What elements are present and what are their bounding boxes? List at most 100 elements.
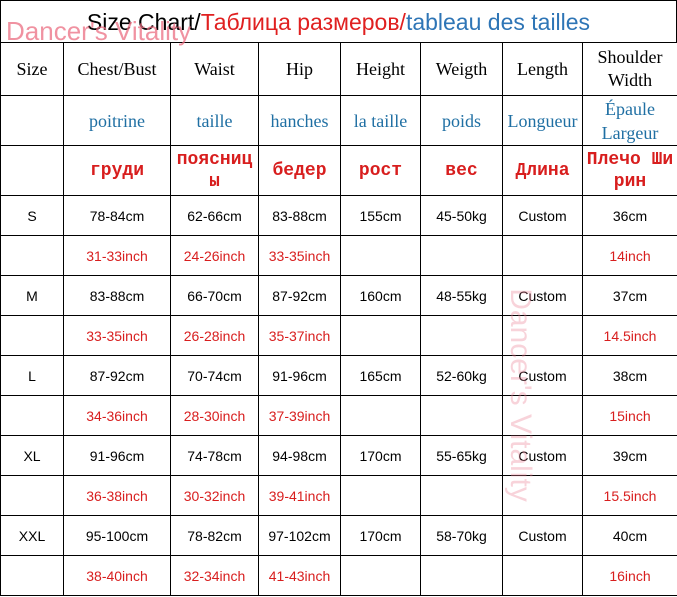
- cell: [340, 555, 421, 596]
- cell: Chest/Bust: [63, 42, 171, 96]
- cell: [420, 395, 503, 436]
- cell: 78-84cm: [63, 195, 171, 236]
- cell: 14inch: [582, 235, 677, 276]
- cell: Custom: [502, 275, 583, 316]
- cell: [0, 395, 64, 436]
- cell: poitrine: [63, 95, 171, 146]
- cell: [340, 395, 421, 436]
- header-row: poitrine taille hanches la taille poids Longu…: [0, 95, 677, 146]
- cell: [340, 315, 421, 356]
- cell: 28-30inch: [170, 395, 259, 436]
- cell: 15.5inch: [582, 475, 677, 516]
- cell: 52-60kg: [420, 355, 503, 396]
- cell: 87-92cm: [63, 355, 171, 396]
- title-russian: Таблица размеров/: [200, 9, 406, 35]
- cell: Longueur: [502, 95, 583, 146]
- cell: 48-55kg: [420, 275, 503, 316]
- cell: 33-35inch: [258, 235, 341, 276]
- cell: 83-88cm: [63, 275, 171, 316]
- cell: 36cm: [582, 195, 677, 236]
- cell: 160cm: [340, 275, 421, 316]
- cm-row: XXL 95-100cm 78-82cm 97-102cm 170cm 58-70kg Cu…: [0, 515, 677, 556]
- cell: 33-35inch: [63, 315, 171, 356]
- cell: 170cm: [340, 515, 421, 556]
- cell: Custom: [502, 435, 583, 476]
- cell: 32-34inch: [170, 555, 259, 596]
- cell: poids: [420, 95, 503, 146]
- cell: 155cm: [340, 195, 421, 236]
- cell: 24-26inch: [170, 235, 259, 276]
- cell: 39cm: [582, 435, 677, 476]
- cell: [420, 315, 503, 356]
- cell: Épaule Largeur: [582, 95, 677, 146]
- cell: 74-78cm: [170, 435, 259, 476]
- cell: [0, 475, 64, 516]
- cell: 70-74cm: [170, 355, 259, 396]
- cell: [420, 555, 503, 596]
- cell: XL: [0, 435, 64, 476]
- cell: Плечо Ширин: [582, 145, 677, 196]
- inch-row: 33-35inch 26-28inch 35-37inch 14.5inch: [0, 315, 677, 356]
- cell: 38-40inch: [63, 555, 171, 596]
- cell: [420, 475, 503, 516]
- cell: 40cm: [582, 515, 677, 556]
- cm-row: XL 91-96cm 74-78cm 94-98cm 170cm 55-65kg Custo…: [0, 435, 677, 476]
- title-english: Size Chart/: [86, 9, 201, 35]
- header-row: Size Chest/Bust Waist Hip Height Weigth Length…: [0, 42, 677, 96]
- cell: 91-96cm: [63, 435, 171, 476]
- cell: груди: [63, 145, 171, 196]
- cell: 38cm: [582, 355, 677, 396]
- cell: 66-70cm: [170, 275, 259, 316]
- cell: 37cm: [582, 275, 677, 316]
- cell: Custom: [502, 195, 583, 236]
- cell: [0, 555, 64, 596]
- cell: 45-50kg: [420, 195, 503, 236]
- cell: XXL: [0, 515, 64, 556]
- cell: S: [0, 195, 64, 236]
- cell: рост: [340, 145, 421, 196]
- cell: [340, 475, 421, 516]
- cm-row: S 78-84cm 62-66cm 83-88cm 155cm 45-50kg Custom…: [0, 195, 677, 236]
- cell: 39-41inch: [258, 475, 341, 516]
- cell: M: [0, 275, 64, 316]
- cell: la taille: [340, 95, 421, 146]
- cell: 34-36inch: [63, 395, 171, 436]
- cell: 55-65kg: [420, 435, 503, 476]
- watermark: Dancer's Vitality: [504, 288, 537, 502]
- cell: 94-98cm: [258, 435, 341, 476]
- cell: 35-37inch: [258, 315, 341, 356]
- cell: 37-39inch: [258, 395, 341, 436]
- cell: Custom: [502, 355, 583, 396]
- cell: [502, 555, 583, 596]
- cell: 58-70kg: [420, 515, 503, 556]
- title: Size Chart/Таблица размеров/tableau des …: [0, 0, 677, 42]
- cell: Shoulder Width: [582, 42, 677, 96]
- cell: Height: [340, 42, 421, 96]
- cell: Size: [0, 42, 64, 96]
- cell: 31-33inch: [63, 235, 171, 276]
- cell: 14.5inch: [582, 315, 677, 356]
- cell: 36-38inch: [63, 475, 171, 516]
- size-table: Size Chest/Bust Waist Hip Height Weigth Length…: [0, 42, 677, 596]
- cell: 83-88cm: [258, 195, 341, 236]
- header-row: груди поясницы бедер рост вес Длина Плечо Шири…: [0, 145, 677, 196]
- cell: Waist: [170, 42, 259, 96]
- cell: 41-43inch: [258, 555, 341, 596]
- cell: [0, 235, 64, 276]
- cell: [340, 235, 421, 276]
- cm-row: M 83-88cm 66-70cm 87-92cm 160cm 48-55kg Custom…: [0, 275, 677, 316]
- cell: taille: [170, 95, 259, 146]
- cell: 26-28inch: [170, 315, 259, 356]
- cell: 15inch: [582, 395, 677, 436]
- cell: [0, 315, 64, 356]
- cell: 78-82cm: [170, 515, 259, 556]
- cell: hanches: [258, 95, 341, 146]
- cell: Length: [502, 42, 583, 96]
- cell: 165cm: [340, 355, 421, 396]
- title-french: tableau des tailles: [405, 9, 591, 35]
- cell: Weigth: [420, 42, 503, 96]
- cell: [0, 145, 64, 196]
- cell: 170cm: [340, 435, 421, 476]
- inch-row: 38-40inch 32-34inch 41-43inch 16inch: [0, 555, 677, 596]
